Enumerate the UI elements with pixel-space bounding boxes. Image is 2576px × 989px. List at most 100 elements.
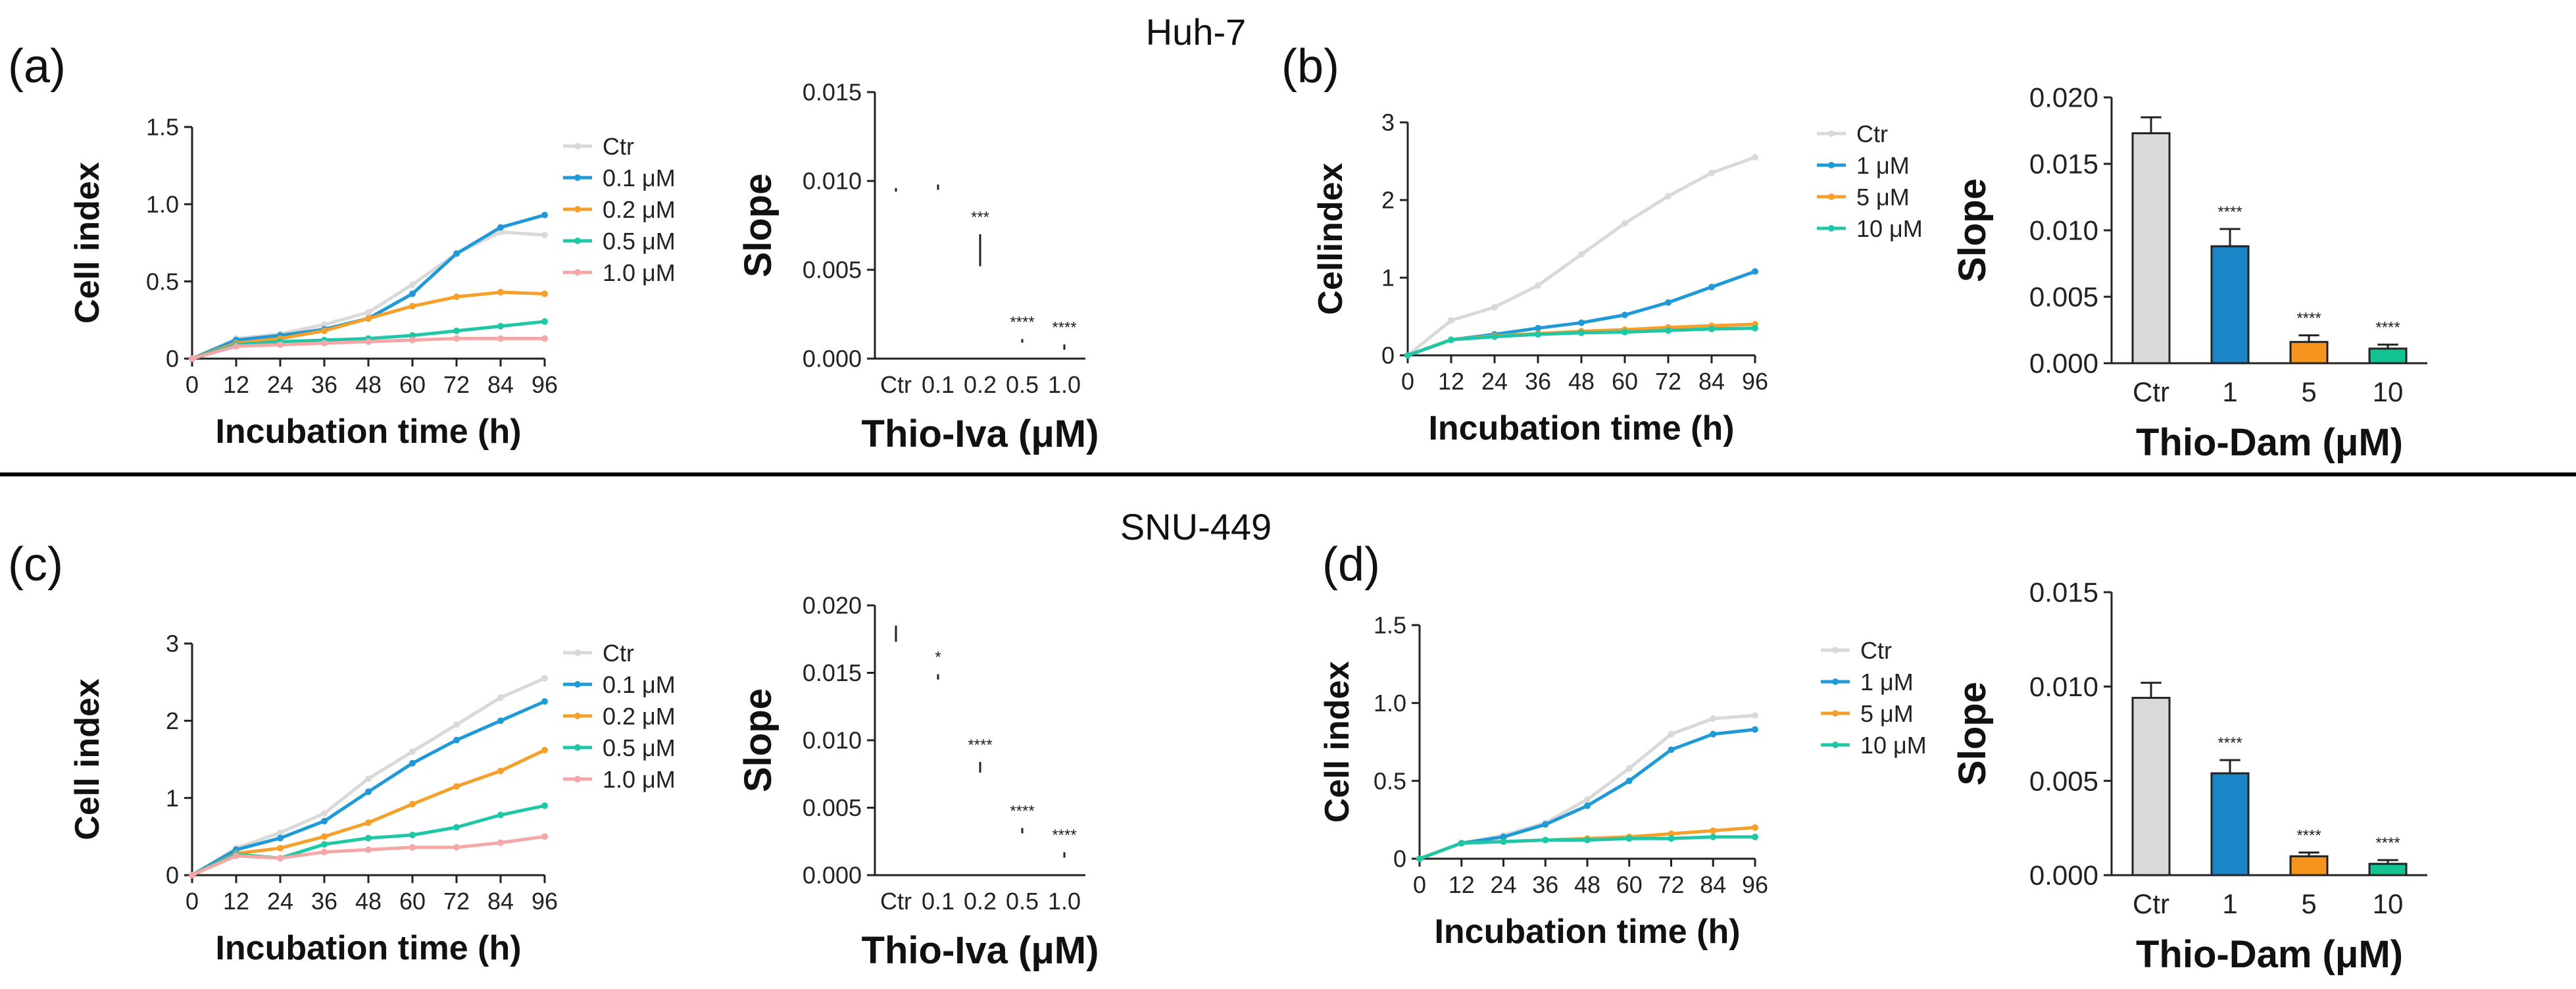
y-tick-label: 1.5 bbox=[146, 114, 179, 141]
data-point bbox=[365, 315, 372, 322]
data-point bbox=[453, 721, 460, 728]
panel-label-d: (d) bbox=[1322, 538, 1380, 591]
x-tick-label: 24 bbox=[1490, 871, 1516, 898]
data-point bbox=[365, 309, 372, 316]
data-point bbox=[277, 341, 284, 348]
data-point bbox=[1584, 802, 1591, 809]
y-axis-label: Cell index bbox=[68, 162, 107, 324]
category-label: Ctr bbox=[2133, 888, 2169, 919]
legend-label: 0.5 μM bbox=[603, 734, 676, 761]
x-tick-label: 48 bbox=[355, 371, 382, 398]
x-tick-label: 36 bbox=[311, 371, 337, 398]
data-point bbox=[409, 290, 416, 297]
data-point bbox=[1752, 833, 1758, 840]
category-label: 0.5 bbox=[1006, 371, 1039, 398]
y-tick-label: 0.005 bbox=[2029, 765, 2098, 796]
data-point bbox=[497, 717, 504, 724]
data-point bbox=[1665, 193, 1672, 200]
data-point bbox=[497, 839, 504, 846]
y-tick-label: 0.010 bbox=[803, 168, 862, 195]
data-point bbox=[321, 321, 328, 328]
category-label: 0.2 bbox=[964, 371, 997, 398]
bar bbox=[2368, 863, 2408, 876]
data-point bbox=[365, 338, 372, 345]
legend-label: Ctr bbox=[1856, 120, 1888, 147]
data-point bbox=[1542, 821, 1549, 828]
legend-marker bbox=[574, 143, 581, 149]
data-point bbox=[453, 250, 460, 257]
category-label: 1.0 bbox=[1048, 371, 1081, 398]
data-point bbox=[1578, 251, 1585, 258]
legend-marker bbox=[574, 238, 581, 244]
x-tick-label: 60 bbox=[399, 371, 426, 398]
data-point bbox=[1668, 746, 1675, 753]
y-tick-label: 0.015 bbox=[803, 79, 862, 106]
category-label: Ctr bbox=[880, 371, 912, 398]
data-point bbox=[277, 834, 284, 842]
data-point bbox=[541, 674, 548, 682]
data-point bbox=[321, 817, 328, 824]
data-point bbox=[277, 844, 284, 851]
legend-label: 1.0 μM bbox=[603, 766, 676, 793]
data-point bbox=[365, 819, 372, 826]
chart-d-bar: 0.000 0.005 0.010 0.015 Slope Ctr **** 1 **** 5 **… bbox=[1951, 577, 2427, 976]
x-tick-label: 96 bbox=[532, 371, 558, 398]
legend-marker bbox=[574, 174, 581, 181]
bar bbox=[2210, 772, 2250, 876]
data-point bbox=[453, 736, 460, 744]
x-axis-label: Incubation time (h) bbox=[1428, 409, 1734, 447]
legend-label: Ctr bbox=[603, 640, 634, 667]
title-huh7: Huh-7 bbox=[1146, 11, 1247, 53]
x-tick-label: 24 bbox=[267, 371, 293, 398]
data-point bbox=[497, 228, 504, 236]
x-tick-label: 60 bbox=[1612, 368, 1638, 395]
legend-label: 1.0 μM bbox=[603, 259, 676, 286]
y-tick-label: 0.015 bbox=[2029, 577, 2098, 608]
x-tick-label: 0 bbox=[1401, 368, 1414, 395]
category-label: 10 bbox=[2373, 888, 2404, 919]
x-axis-label: Thio-Dam (μM) bbox=[2136, 421, 2403, 464]
x-tick-label: 36 bbox=[1532, 871, 1558, 898]
panel-label-c: (c) bbox=[8, 538, 63, 591]
data-point bbox=[1622, 328, 1628, 336]
data-point bbox=[409, 303, 416, 310]
x-tick-label: 72 bbox=[443, 371, 470, 398]
panel-label-a: (a) bbox=[8, 40, 66, 93]
significance-label: **** bbox=[1010, 802, 1034, 820]
x-tick-label: 12 bbox=[1438, 368, 1464, 395]
y-tick-label: 0 bbox=[1393, 846, 1406, 873]
data-point bbox=[1710, 833, 1717, 840]
series-line bbox=[191, 834, 545, 877]
data-point bbox=[497, 694, 504, 701]
data-point bbox=[1578, 319, 1585, 326]
x-tick-label: 60 bbox=[1616, 871, 1643, 898]
significance-label: **** bbox=[1052, 826, 1076, 844]
y-tick-label: 0.010 bbox=[2029, 215, 2098, 246]
legend-label: 0.1 μM bbox=[603, 165, 676, 191]
significance-label: * bbox=[935, 649, 941, 667]
chart-d-line: 0 0.5 1.0 1.5 Cell index 0 12 24 36 48 60 72 84 96Inc… bbox=[1318, 612, 1927, 951]
category-label: 0.2 bbox=[964, 888, 997, 915]
x-tick-label: 24 bbox=[267, 888, 293, 915]
data-point bbox=[1708, 325, 1715, 332]
data-point bbox=[1584, 796, 1591, 803]
legend-marker bbox=[574, 776, 581, 782]
data-point bbox=[541, 335, 548, 342]
data-point bbox=[1491, 303, 1498, 311]
data-point bbox=[365, 834, 372, 842]
y-tick-label: 1.0 bbox=[146, 191, 179, 218]
significance-label: **** bbox=[1052, 318, 1076, 336]
data-point bbox=[1668, 830, 1675, 838]
data-point bbox=[409, 759, 416, 767]
legend-marker bbox=[574, 713, 581, 719]
data-point bbox=[1578, 329, 1585, 336]
x-tick-label: 84 bbox=[1698, 368, 1725, 395]
y-axis-label: Slope bbox=[1951, 178, 1994, 282]
data-point bbox=[541, 211, 548, 218]
data-point bbox=[321, 810, 328, 817]
significance-label: **** bbox=[2217, 203, 2242, 221]
data-point bbox=[365, 788, 372, 796]
legend-label: 1 μM bbox=[1856, 152, 1910, 179]
y-axis-label: Slope bbox=[1951, 682, 1994, 786]
